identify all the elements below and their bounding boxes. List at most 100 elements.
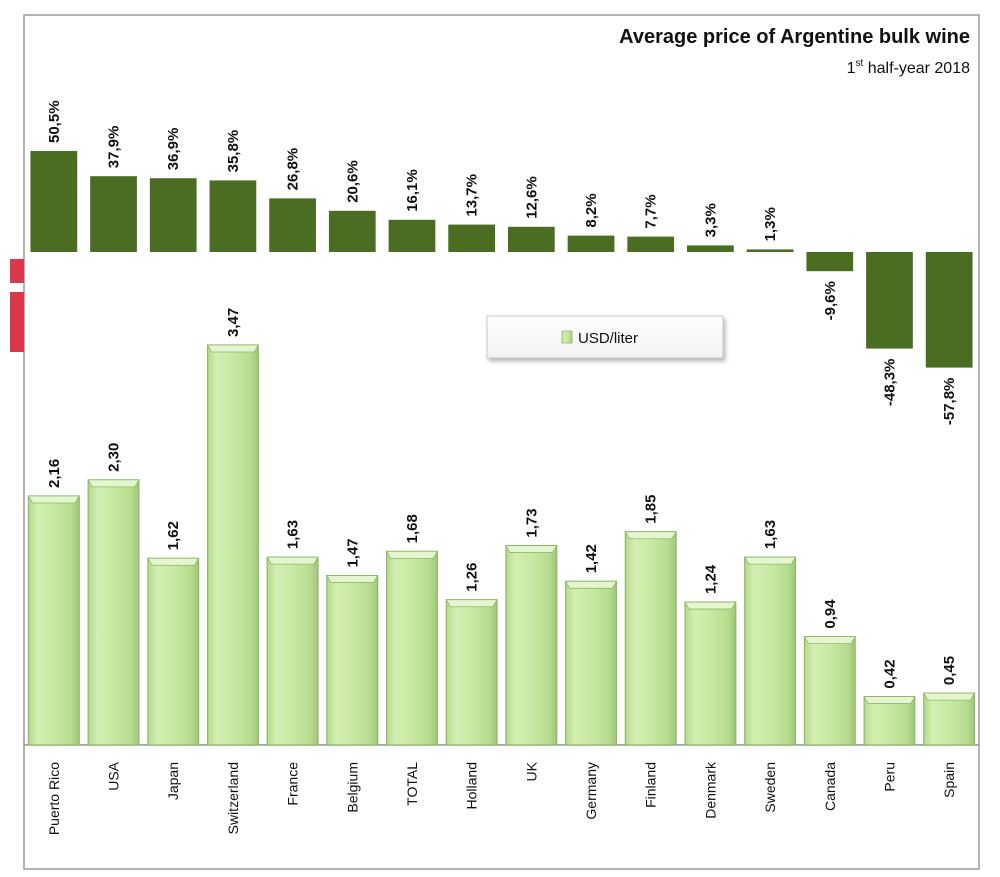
price-bar-body — [266, 556, 319, 746]
price-bar-body — [445, 599, 498, 746]
category-label: Switzerland — [225, 762, 241, 834]
price-bar — [445, 599, 498, 746]
variation-bar — [746, 249, 794, 252]
red-marker — [10, 292, 24, 352]
legend-swatch — [561, 330, 573, 344]
subtitle-prefix: 1 — [847, 60, 856, 77]
price-bar — [624, 531, 677, 746]
legend-box — [486, 315, 724, 359]
variation-label: 1,3% — [762, 207, 779, 241]
variation-bar — [448, 224, 496, 252]
price-bar-cap — [863, 696, 916, 704]
price-bar — [863, 695, 916, 746]
variation-label: 13,7% — [464, 174, 481, 217]
price-label: 1,26 — [464, 563, 481, 592]
variation-bar — [90, 176, 137, 252]
variation-label: -48,3% — [881, 359, 898, 407]
variation-bar — [627, 236, 675, 252]
variation-label: -9,6% — [822, 281, 839, 320]
price-bar — [147, 557, 200, 746]
legend-label: USD/liter — [578, 330, 638, 347]
price-bar-body — [923, 692, 976, 746]
price-label: 1,24 — [702, 564, 719, 594]
category-label: Canada — [822, 762, 838, 811]
variation-label: 3,3% — [702, 203, 719, 237]
price-label: 1,85 — [643, 495, 660, 524]
category-label: Finland — [643, 762, 659, 808]
variation-label: 8,2% — [583, 193, 600, 227]
price-bar — [923, 692, 976, 746]
price-label: 1,63 — [285, 520, 302, 549]
price-bar-cap — [744, 556, 797, 565]
variation-series — [30, 151, 973, 368]
price-bar-cap — [923, 692, 976, 701]
variation-label: 36,9% — [165, 128, 182, 171]
category-label: TOTAL — [404, 762, 420, 806]
price-label: 2,16 — [46, 459, 63, 488]
price-bar-body — [147, 557, 200, 746]
price-bar — [385, 550, 439, 746]
variation-label: 35,8% — [225, 130, 242, 173]
category-label: Holland — [464, 762, 480, 809]
category-label: UK — [523, 761, 539, 781]
price-label: 1,47 — [344, 538, 361, 567]
variation-bar — [328, 210, 376, 252]
variation-bar — [209, 180, 257, 252]
price-bar — [505, 544, 558, 746]
category-label: Puerto Rico — [46, 762, 62, 835]
price-bar-cap — [27, 495, 80, 504]
variation-label: -57,8% — [941, 378, 958, 426]
price-label: 1,73 — [523, 508, 540, 537]
price-series — [27, 344, 976, 746]
price-bar-cap — [147, 557, 200, 566]
price-bar — [744, 556, 797, 746]
category-label: Spain — [941, 762, 957, 798]
price-bar-body — [863, 695, 916, 746]
category-label: Belgium — [344, 762, 360, 813]
price-bar-cap — [803, 636, 856, 645]
price-label: 2,30 — [106, 443, 123, 472]
subtitle-superscript: st — [855, 58, 863, 69]
variation-bar — [149, 178, 197, 252]
price-bar-cap — [684, 601, 737, 610]
price-label: 0,45 — [941, 656, 958, 685]
price-bar — [326, 574, 379, 746]
price-label: 0,42 — [881, 659, 898, 688]
price-bar-cap — [206, 344, 259, 353]
price-bar — [266, 556, 319, 746]
price-bar-cap — [326, 575, 379, 583]
variation-bar — [388, 219, 436, 252]
category-label: Denmark — [702, 761, 718, 819]
price-bar-body — [803, 636, 856, 746]
category-label: USA — [106, 761, 122, 790]
price-bar — [564, 580, 618, 746]
variation-label: 26,8% — [285, 148, 302, 191]
variation-bar — [687, 245, 734, 252]
price-bar-cap — [505, 545, 558, 553]
chart-subtitle: 1st half-year 2018 — [847, 58, 971, 77]
variation-bar — [925, 252, 973, 368]
price-bar-cap — [87, 479, 140, 488]
price-bar-cap — [564, 580, 618, 589]
price-label: 1,62 — [165, 521, 182, 550]
category-label: Sweden — [762, 762, 778, 813]
price-bar-body — [565, 580, 617, 746]
price-bar-body — [684, 601, 737, 746]
price-bar-body — [744, 556, 797, 746]
price-bar-body — [505, 544, 558, 746]
variation-label: 37,9% — [106, 126, 123, 169]
category-label: Peru — [881, 762, 897, 792]
price-label: 1,68 — [404, 514, 421, 543]
variation-label: 20,6% — [344, 160, 361, 203]
variation-bar — [269, 198, 316, 252]
price-bar-cap — [445, 599, 498, 608]
variation-label: 16,1% — [404, 169, 421, 212]
variation-label: 50,5% — [46, 100, 63, 143]
legend — [486, 315, 724, 359]
variation-bar — [806, 252, 854, 272]
price-bar-body — [206, 344, 259, 746]
price-bar — [27, 495, 80, 746]
subtitle-suffix: half-year 2018 — [863, 60, 970, 77]
category-label: France — [285, 762, 301, 806]
